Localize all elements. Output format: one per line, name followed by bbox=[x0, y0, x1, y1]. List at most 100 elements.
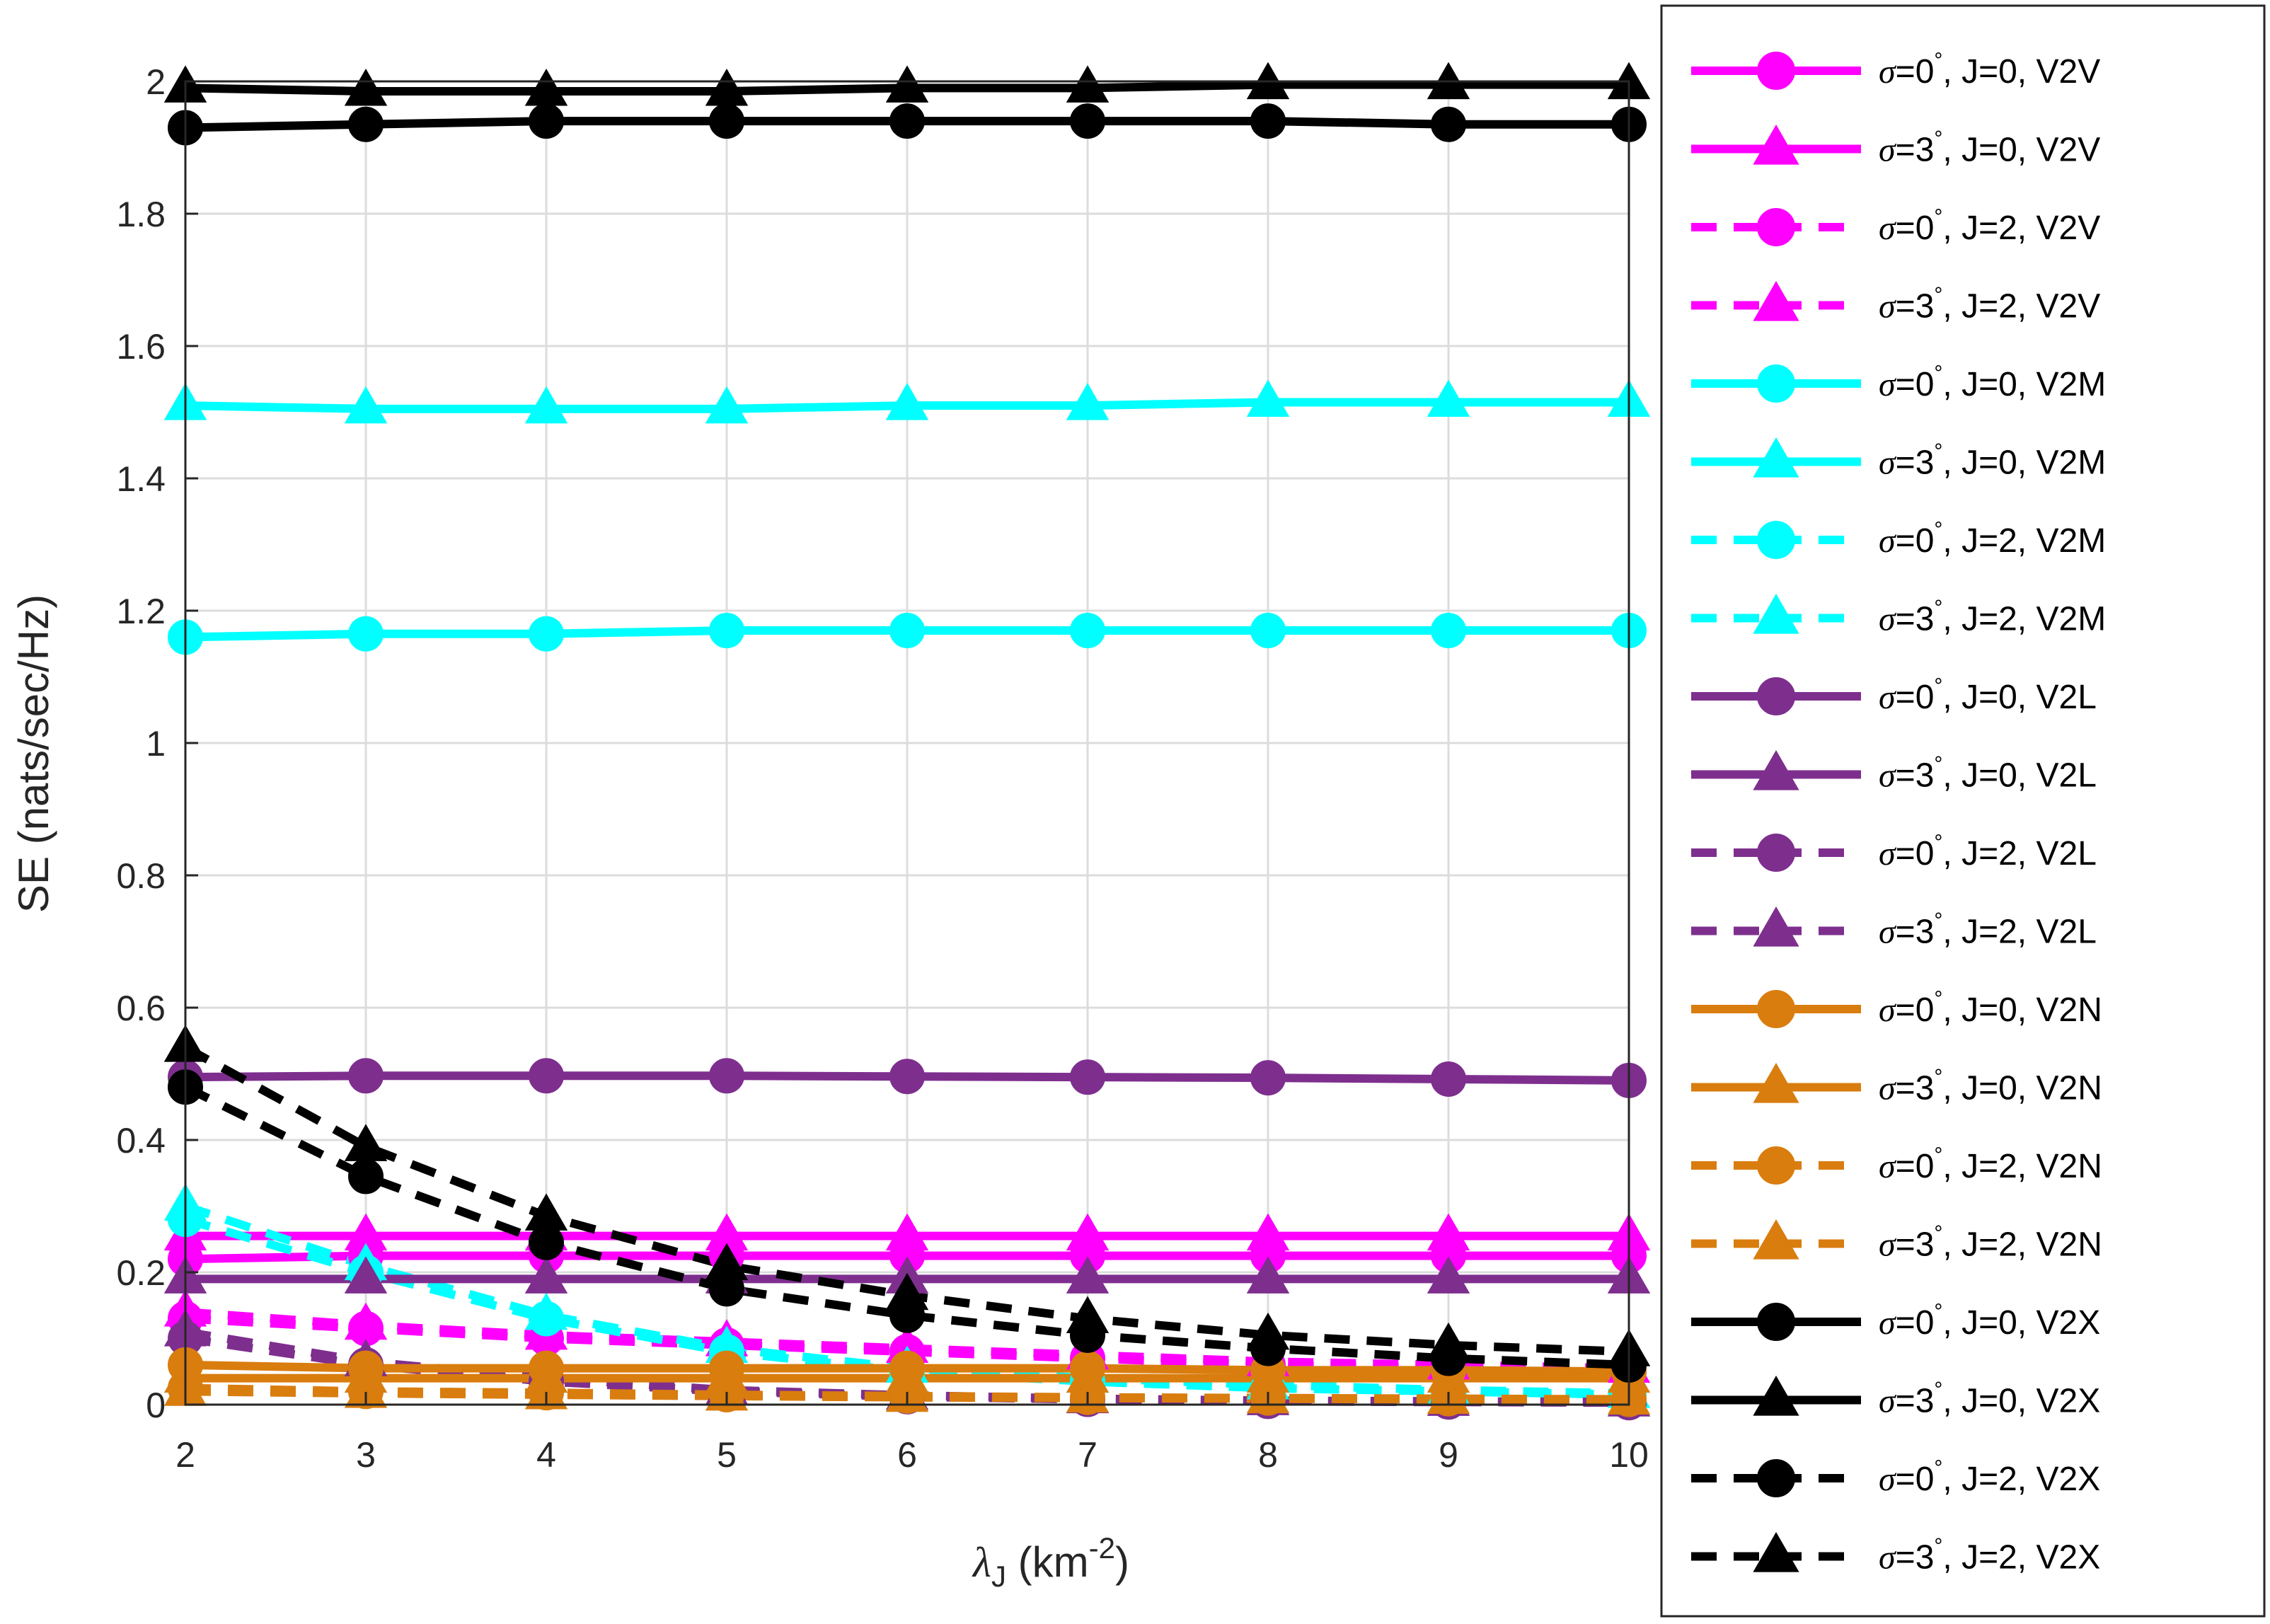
data-point bbox=[344, 1371, 388, 1408]
legend-entry: σ=0°, J=0, V2V bbox=[1691, 49, 2100, 91]
series-line-19 bbox=[183, 1083, 1630, 1369]
legend-label: σ=3°, J=2, V2L bbox=[1879, 909, 2097, 951]
data-point bbox=[1431, 106, 1466, 142]
legend-label-rest: , J=0, V2L bbox=[1942, 757, 2096, 795]
legend-marker bbox=[1753, 1219, 1799, 1260]
data-point bbox=[1066, 1213, 1110, 1251]
legend-entry: σ=0°, J=2, V2L bbox=[1691, 831, 2097, 873]
x-tick-label: 5 bbox=[717, 1435, 737, 1475]
x-tick-label: 2 bbox=[175, 1435, 195, 1475]
legend-label-degree: ° bbox=[1934, 1535, 1942, 1558]
data-point bbox=[1070, 613, 1105, 649]
legend-label: σ=3°, J=0, V2V bbox=[1879, 127, 2100, 169]
legend-entry: σ=3°, J=0, V2V bbox=[1691, 124, 2100, 169]
data-point bbox=[1250, 103, 1286, 139]
legend-label-sigma: σ bbox=[1879, 444, 1897, 482]
y-tick-label: 1.2 bbox=[116, 592, 166, 631]
legend-marker bbox=[1753, 593, 1799, 634]
legend-label-sigma: σ bbox=[1879, 1226, 1897, 1264]
legend-label-degree: ° bbox=[1934, 440, 1942, 463]
legend-label: σ=0°, J=0, V2V bbox=[1879, 49, 2100, 91]
y-tick-label: 2 bbox=[146, 62, 166, 102]
legend-label-rest: , J=0, V2V bbox=[1942, 132, 2100, 169]
legend-marker bbox=[1757, 52, 1795, 90]
data-point bbox=[1066, 65, 1110, 103]
legend-label-degree: ° bbox=[1934, 1144, 1942, 1167]
legend-label: σ=3°, J=0, V2M bbox=[1879, 440, 2106, 482]
legend-entry: σ=0°, J=2, V2V bbox=[1691, 205, 2100, 247]
legend-label-value: =0 bbox=[1896, 209, 1935, 247]
x-axis-label-superscript: -2 bbox=[1089, 1531, 1115, 1565]
y-tick-label: 1.4 bbox=[116, 459, 166, 499]
data-point bbox=[524, 1292, 568, 1330]
legend-label-rest: , J=2, V2N bbox=[1942, 1226, 2102, 1264]
y-tick-label: 0.4 bbox=[116, 1121, 166, 1161]
legend-label-sigma: σ bbox=[1879, 601, 1897, 638]
data-point bbox=[1066, 1296, 1110, 1333]
legend-marker bbox=[1757, 1303, 1795, 1341]
series-20-markers bbox=[163, 1025, 1651, 1366]
data-point bbox=[885, 1213, 929, 1251]
series-17-markers bbox=[168, 103, 1647, 146]
legend-label-degree: ° bbox=[1934, 284, 1942, 307]
x-tick-label: 8 bbox=[1258, 1435, 1278, 1475]
legend-entry: σ=3°, J=0, V2N bbox=[1691, 1062, 2102, 1107]
data-point bbox=[344, 1256, 388, 1294]
data-point bbox=[1070, 103, 1105, 139]
legend-label-sigma: σ bbox=[1879, 1383, 1897, 1420]
series-5-markers bbox=[168, 613, 1647, 655]
data-point bbox=[1246, 1312, 1290, 1350]
data-point bbox=[524, 1256, 568, 1294]
legend-label-value: =0 bbox=[1896, 522, 1935, 560]
legend-label-rest: , J=0, V2X bbox=[1942, 1383, 2100, 1420]
data-point bbox=[348, 1058, 384, 1094]
legend-marker bbox=[1757, 834, 1795, 872]
legend-marker bbox=[1753, 1531, 1799, 1572]
legend-label-value: =0 bbox=[1896, 991, 1935, 1029]
data-point bbox=[1246, 1213, 1290, 1251]
data-point bbox=[889, 1059, 925, 1095]
data-point bbox=[1427, 1213, 1470, 1251]
x-axis-label-subscript: J bbox=[991, 1560, 1006, 1593]
legend-entry: σ=3°, J=2, V2V bbox=[1691, 280, 2100, 326]
legend-label-rest: , J=2, V2V bbox=[1942, 288, 2100, 326]
data-point bbox=[889, 103, 925, 139]
legend-label: σ=3°, J=0, V2N bbox=[1879, 1066, 2102, 1107]
legend-marker bbox=[1753, 1062, 1799, 1103]
legend-label-rest: , J=2, V2V bbox=[1942, 209, 2100, 247]
legend-label-rest: , J=2, V2X bbox=[1942, 1539, 2100, 1577]
legend-entry: σ=3°, J=2, V2L bbox=[1691, 906, 2097, 951]
legend-label-value: =0 bbox=[1896, 1304, 1935, 1342]
data-point bbox=[348, 106, 384, 142]
data-point bbox=[1427, 1256, 1470, 1294]
legend-label-degree: ° bbox=[1934, 674, 1942, 698]
legend-label-value: =3 bbox=[1896, 444, 1935, 482]
legend-label-value: =3 bbox=[1896, 1539, 1935, 1577]
legend-label-rest: , J=0, V2X bbox=[1942, 1304, 2100, 1342]
legend-label-sigma: σ bbox=[1879, 288, 1897, 326]
data-point bbox=[1250, 1060, 1286, 1096]
legend-label-degree: ° bbox=[1934, 205, 1942, 229]
series-18-markers bbox=[163, 62, 1651, 106]
data-point bbox=[1431, 613, 1466, 649]
legend-marker bbox=[1757, 208, 1795, 246]
y-tick-label: 0.8 bbox=[116, 856, 166, 896]
legend-label-value: =0 bbox=[1896, 1461, 1935, 1498]
x-axis-ticks: 2 3 4 5 6 7 8 9 10 bbox=[175, 1392, 1649, 1475]
legend-entry: σ=3°, J=0, V2X bbox=[1691, 1375, 2100, 1420]
legend-entry: σ=3°, J=0, V2M bbox=[1691, 437, 2106, 482]
legend-label: σ=0°, J=2, V2V bbox=[1879, 205, 2100, 247]
data-point bbox=[705, 69, 749, 106]
data-point bbox=[709, 613, 744, 649]
series-6-markers bbox=[163, 379, 1651, 424]
legend-marker bbox=[1757, 990, 1795, 1028]
series-markers bbox=[163, 62, 1651, 1421]
legend-marker bbox=[1757, 677, 1795, 715]
legend-label-sigma: σ bbox=[1879, 1148, 1897, 1185]
legend-entry: σ=0°, J=0, V2M bbox=[1691, 362, 2106, 403]
legend-entry: σ=0°, J=2, V2N bbox=[1691, 1144, 2102, 1185]
data-point bbox=[709, 103, 744, 139]
legend-label-sigma: σ bbox=[1879, 132, 1897, 169]
data-point bbox=[344, 1124, 388, 1161]
